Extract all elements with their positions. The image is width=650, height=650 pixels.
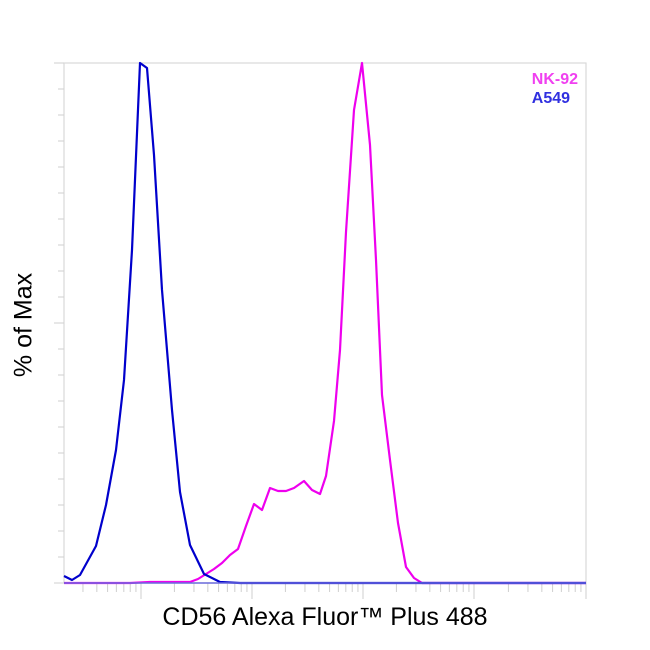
y-axis-label-text: % of Max xyxy=(9,272,38,378)
legend-item-nk92: NK-92 xyxy=(531,71,578,88)
series-line-a549 xyxy=(63,61,586,585)
plot-frame xyxy=(63,62,587,584)
x-axis-ticks xyxy=(82,583,587,599)
legend-item-a549: A549 xyxy=(531,90,571,107)
series-lines xyxy=(63,61,586,585)
legend: NK-92 A549 xyxy=(532,70,578,108)
series-line-nk92 xyxy=(64,61,586,585)
x-axis-label: CD56 Alexa Fluor™ Plus 488 xyxy=(162,603,488,631)
y-axis-ticks xyxy=(54,62,64,584)
